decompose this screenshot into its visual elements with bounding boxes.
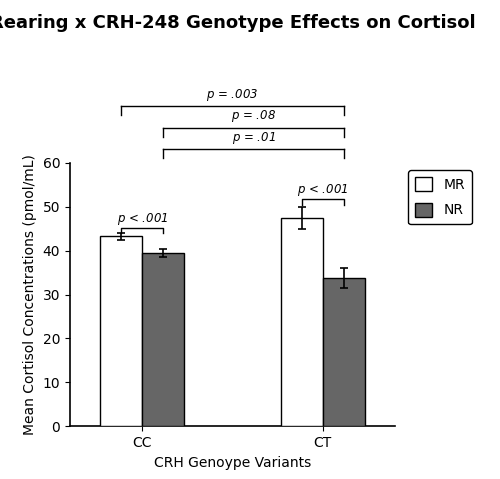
Text: $p$ = .003: $p$ = .003 xyxy=(206,87,258,103)
Text: $p$ = .01: $p$ = .01 xyxy=(232,130,276,146)
Text: $p$ = .08: $p$ = .08 xyxy=(231,108,276,124)
Bar xyxy=(100,236,142,426)
X-axis label: CRH Genoype Variants: CRH Genoype Variants xyxy=(154,456,311,469)
Text: Rearing x CRH-248 Genotype Effects on Cortisol: Rearing x CRH-248 Genotype Effects on Co… xyxy=(0,14,476,33)
Bar xyxy=(323,278,365,426)
Text: $p$ < .001: $p$ < .001 xyxy=(297,182,348,198)
Bar xyxy=(280,218,323,426)
Bar xyxy=(142,253,184,426)
Legend: MR, NR: MR, NR xyxy=(408,170,472,225)
Y-axis label: Mean Cortisol Concentrations (pmol/mL): Mean Cortisol Concentrations (pmol/mL) xyxy=(23,154,37,435)
Text: $p$ < .001: $p$ < .001 xyxy=(116,211,168,227)
